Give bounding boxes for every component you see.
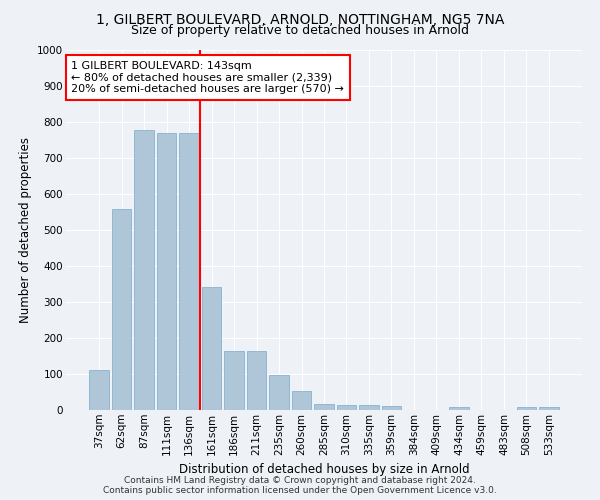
- Text: 1 GILBERT BOULEVARD: 143sqm
← 80% of detached houses are smaller (2,339)
20% of : 1 GILBERT BOULEVARD: 143sqm ← 80% of det…: [71, 61, 344, 94]
- Bar: [179, 133, 199, 410]
- Bar: [337, 404, 356, 410]
- Bar: [539, 407, 559, 410]
- Text: 1, GILBERT BOULEVARD, ARNOLD, NOTTINGHAM, NG5 7NA: 1, GILBERT BOULEVARD, ARNOLD, NOTTINGHAM…: [96, 12, 504, 26]
- Y-axis label: Number of detached properties: Number of detached properties: [19, 137, 32, 323]
- Bar: [157, 133, 176, 410]
- Bar: [134, 130, 154, 410]
- Bar: [449, 407, 469, 410]
- Bar: [224, 352, 244, 410]
- Bar: [517, 407, 536, 410]
- X-axis label: Distribution of detached houses by size in Arnold: Distribution of detached houses by size …: [179, 463, 469, 476]
- Bar: [269, 374, 289, 410]
- Text: Size of property relative to detached houses in Arnold: Size of property relative to detached ho…: [131, 24, 469, 37]
- Bar: [314, 404, 334, 410]
- Bar: [292, 392, 311, 410]
- Bar: [382, 406, 401, 410]
- Bar: [359, 406, 379, 410]
- Bar: [112, 209, 131, 410]
- Bar: [247, 352, 266, 410]
- Text: Contains HM Land Registry data © Crown copyright and database right 2024.
Contai: Contains HM Land Registry data © Crown c…: [103, 476, 497, 495]
- Bar: [202, 286, 221, 410]
- Bar: [89, 370, 109, 410]
